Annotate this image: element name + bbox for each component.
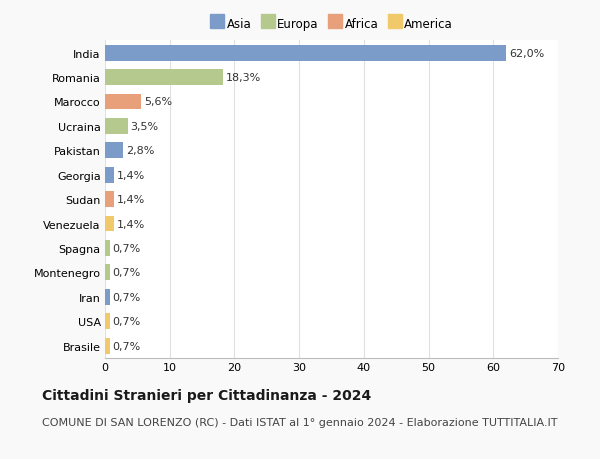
Bar <box>105 119 128 134</box>
Bar <box>105 216 114 232</box>
Text: 1,4%: 1,4% <box>116 219 145 229</box>
Text: 5,6%: 5,6% <box>144 97 172 107</box>
Text: 1,4%: 1,4% <box>116 195 145 205</box>
Bar <box>105 289 110 305</box>
Text: 3,5%: 3,5% <box>130 122 158 132</box>
Bar <box>105 313 110 330</box>
Bar <box>105 241 110 256</box>
Bar <box>105 143 123 159</box>
Bar <box>105 338 110 354</box>
Bar <box>105 45 506 62</box>
Text: 0,7%: 0,7% <box>112 317 140 326</box>
Bar <box>105 94 141 110</box>
Bar <box>105 70 223 86</box>
Text: 0,7%: 0,7% <box>112 341 140 351</box>
Legend: Asia, Europa, Africa, America: Asia, Europa, Africa, America <box>208 16 455 33</box>
Text: 0,7%: 0,7% <box>112 243 140 253</box>
Text: 62,0%: 62,0% <box>509 49 544 58</box>
Text: COMUNE DI SAN LORENZO (RC) - Dati ISTAT al 1° gennaio 2024 - Elaborazione TUTTIT: COMUNE DI SAN LORENZO (RC) - Dati ISTAT … <box>42 417 557 427</box>
Text: 0,7%: 0,7% <box>112 268 140 278</box>
Bar <box>105 192 114 207</box>
Bar <box>105 265 110 280</box>
Bar <box>105 168 114 183</box>
Text: 1,4%: 1,4% <box>116 170 145 180</box>
Text: 0,7%: 0,7% <box>112 292 140 302</box>
Text: Cittadini Stranieri per Cittadinanza - 2024: Cittadini Stranieri per Cittadinanza - 2… <box>42 388 371 402</box>
Text: 2,8%: 2,8% <box>126 146 154 156</box>
Text: 18,3%: 18,3% <box>226 73 261 83</box>
